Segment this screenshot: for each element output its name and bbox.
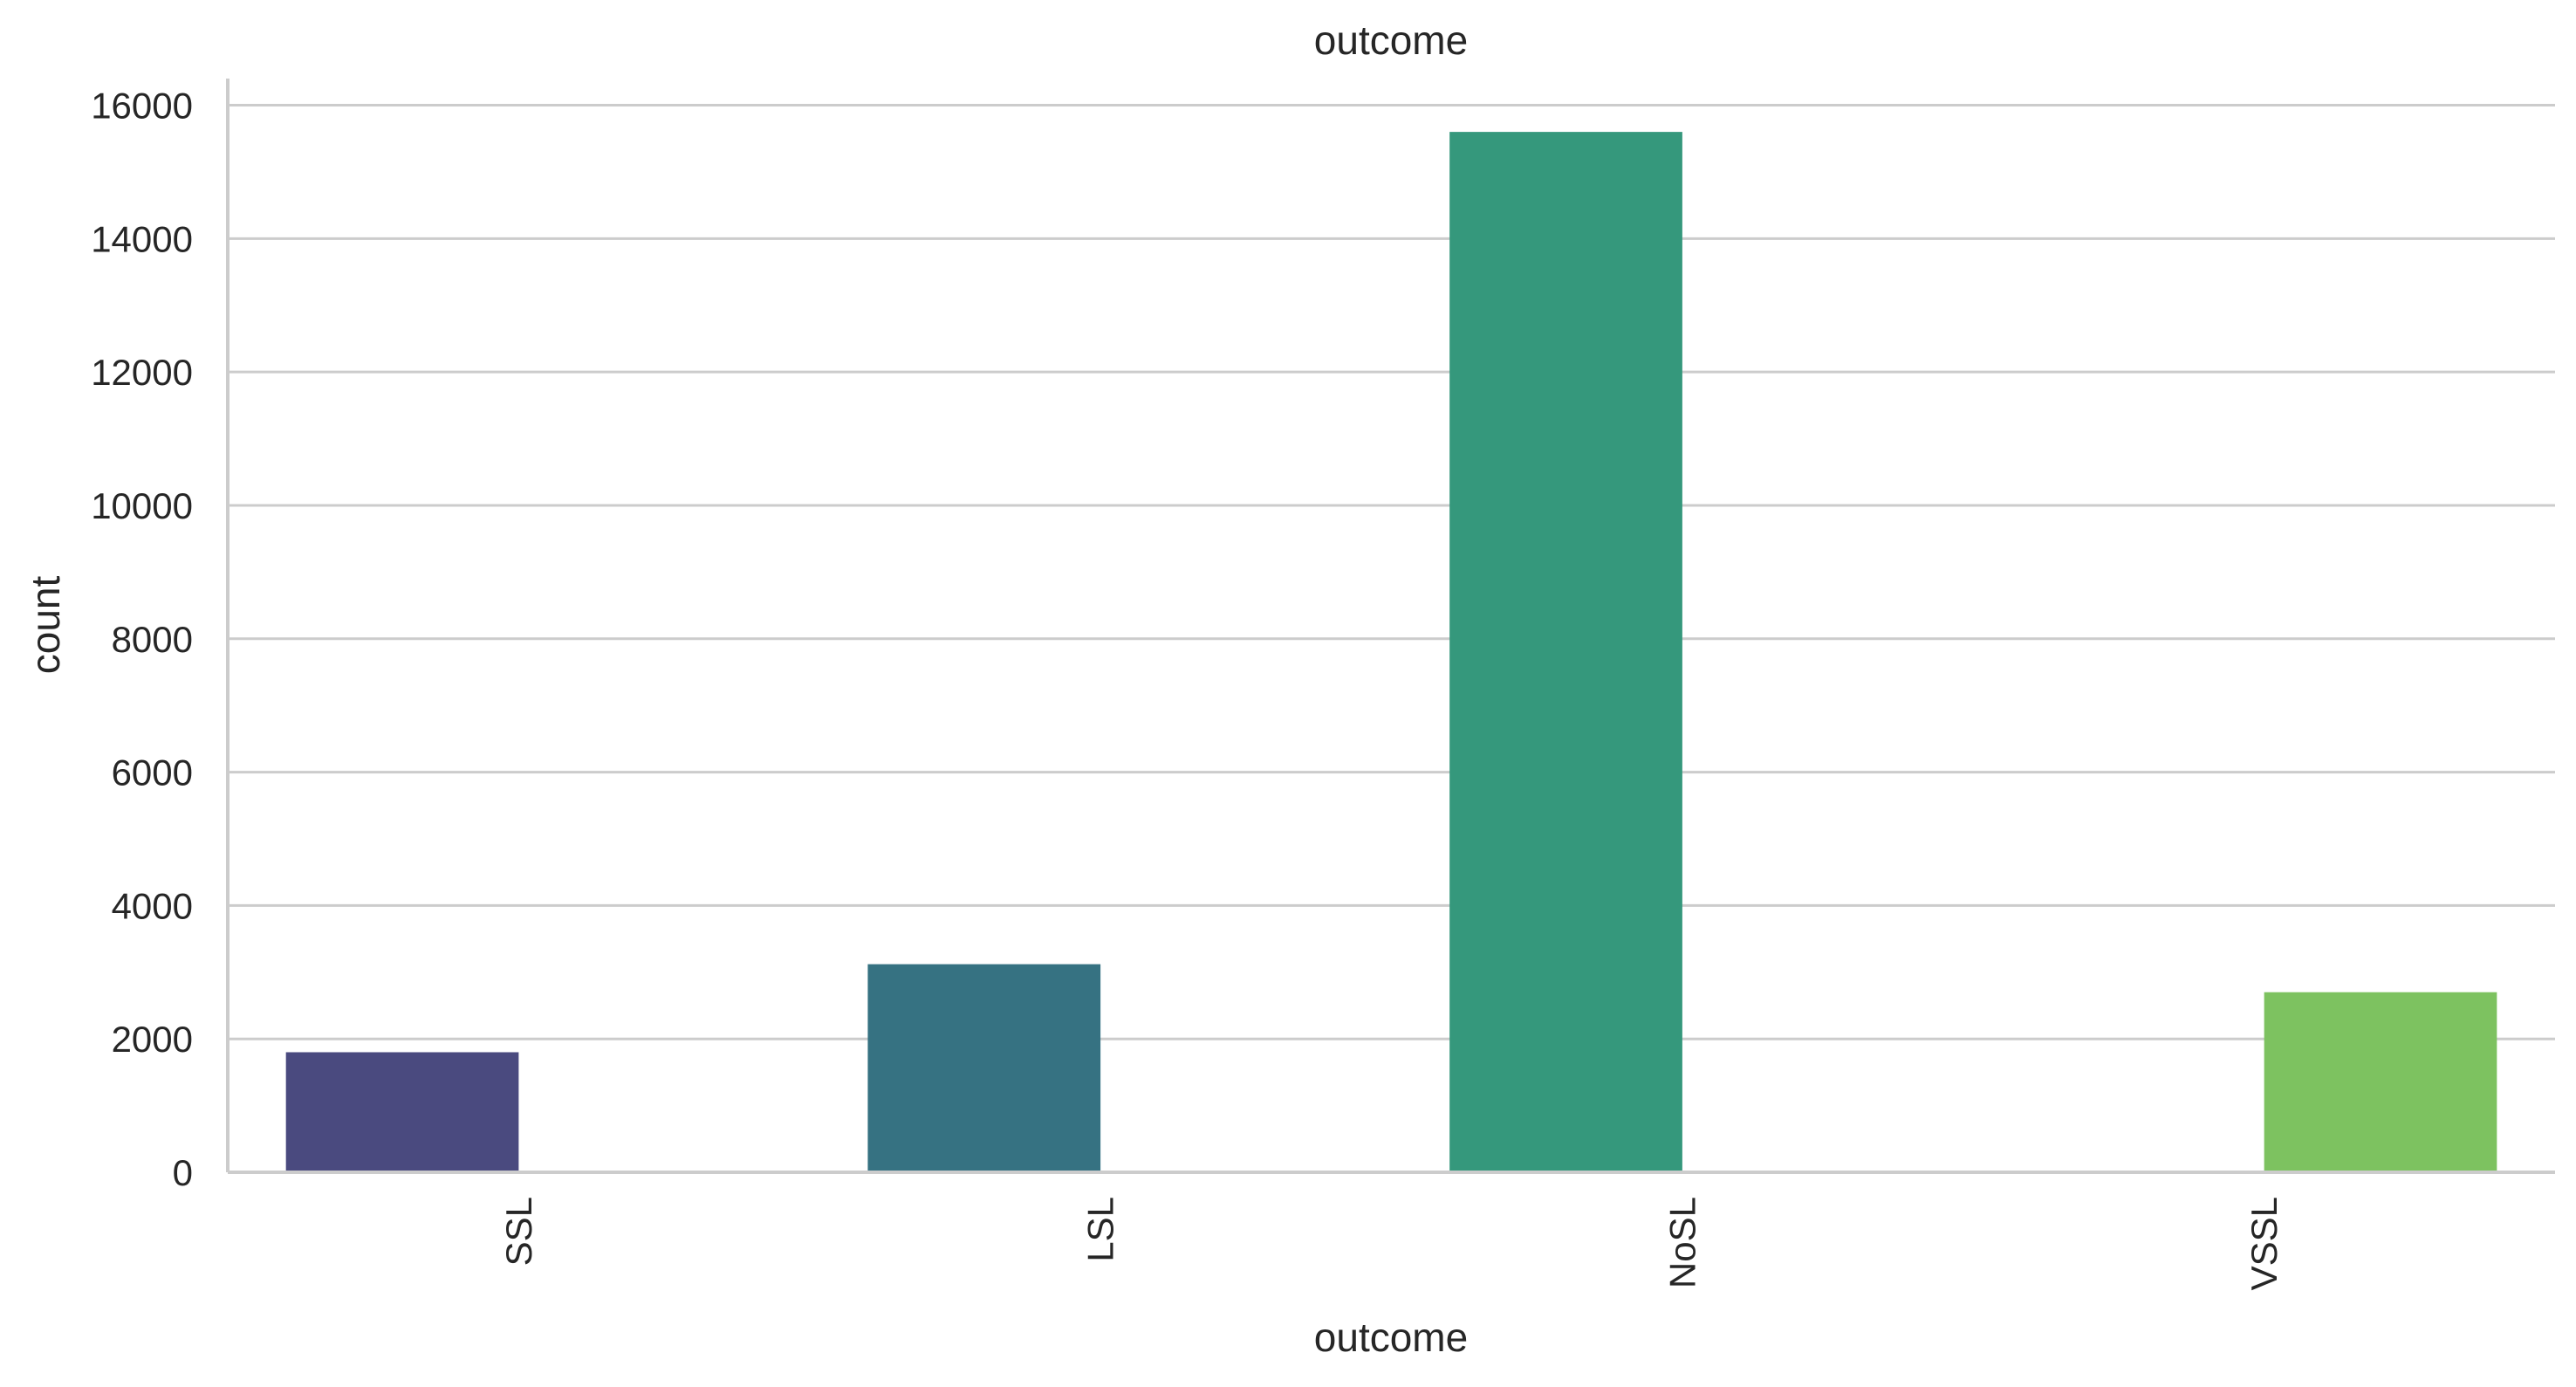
y-tick-label: 4000 — [112, 885, 193, 926]
y-tick-label: 6000 — [112, 752, 193, 793]
y-tick-label: 10000 — [91, 485, 193, 526]
bar-ssl — [285, 1052, 519, 1172]
y-tick-label: 12000 — [91, 352, 193, 393]
x-tick-label: SSL — [498, 1197, 539, 1266]
y-tick-label: 8000 — [112, 619, 193, 660]
x-tick-label: LSL — [1080, 1197, 1121, 1262]
y-axis-label: count — [23, 576, 68, 675]
x-tick-labels: SSL LSL NoSL VSSL — [498, 1197, 2285, 1290]
y-tick-label: 0 — [173, 1152, 193, 1193]
y-tick-label: 16000 — [91, 86, 193, 127]
gridlines — [228, 104, 2555, 1040]
x-tick-label: NoSL — [1661, 1197, 1702, 1288]
x-axis-label: outcome — [1314, 1315, 1468, 1360]
axes — [226, 79, 2555, 1174]
y-tick-label: 14000 — [91, 218, 193, 259]
bars — [285, 132, 2497, 1172]
y-tick-labels: 0 2000 4000 6000 8000 10000 12000 14000 16000 — [91, 86, 193, 1193]
y-tick-label: 2000 — [112, 1019, 193, 1060]
bar-lsl — [867, 964, 1101, 1172]
x-tick-label: VSSL — [2244, 1197, 2285, 1290]
bar-vssl — [2264, 992, 2497, 1172]
chart-title: outcome — [1314, 17, 1468, 63]
bar-nosl — [1449, 132, 1682, 1172]
